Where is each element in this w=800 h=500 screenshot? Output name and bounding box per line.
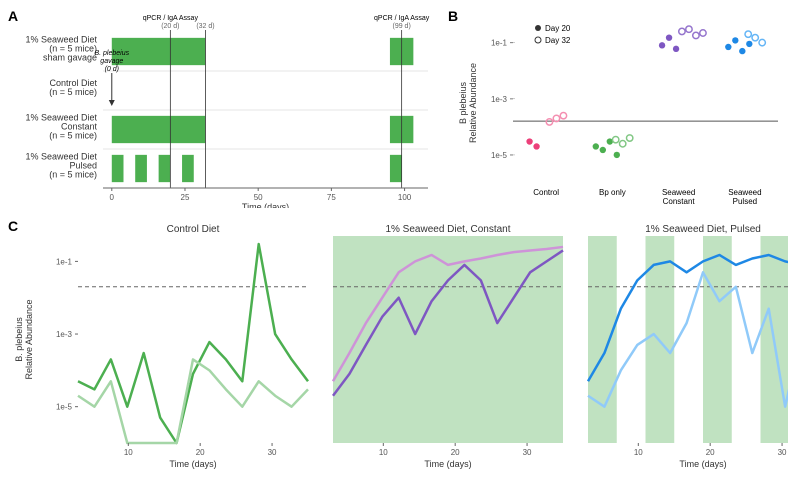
event-label: qPCR / IgA Assay — [143, 15, 199, 22]
data-point-filled — [526, 138, 532, 144]
x-tick-label: 50 — [254, 193, 263, 202]
event-label: qPCR / IgA Assay — [374, 15, 430, 22]
x-tick-label: 25 — [181, 193, 190, 202]
y-tick-label: 1e-5 — [56, 403, 73, 412]
legend-marker-open — [535, 37, 541, 43]
subplot-title: 1% Seaweed Diet, Pulsed — [645, 224, 761, 235]
data-point-filled — [725, 44, 731, 50]
y-tick-label: 1e-3 — [491, 95, 508, 104]
data-point-open — [612, 136, 618, 142]
data-point-open — [752, 34, 758, 40]
data-point-filled — [600, 147, 606, 153]
x-tick-label: 75 — [327, 193, 336, 202]
diet-bg-pulse — [703, 236, 732, 443]
subplot-title: Control Diet — [167, 224, 220, 235]
trace-line — [588, 272, 788, 406]
y-tick-label: 1e-1 — [56, 257, 73, 266]
data-point-filled — [666, 34, 672, 40]
data-point-open — [693, 32, 699, 38]
y-axis-label: B plebeius — [458, 81, 468, 124]
data-point-filled — [673, 46, 679, 52]
diet-bar — [390, 155, 402, 182]
diet-bg — [333, 236, 563, 443]
x-tick-label: 0 — [110, 193, 115, 202]
panel-c-label: C — [8, 218, 18, 234]
gavage-label: (0 d) — [105, 66, 119, 73]
x-tick-label: 10 — [124, 448, 133, 457]
legend-label: Day 32 — [545, 36, 571, 45]
x-axis-label: Time (days) — [424, 459, 471, 469]
y-tick-label: 1e-1 — [491, 39, 508, 48]
diet-bar — [112, 155, 124, 182]
legend-marker-filled — [535, 25, 541, 31]
diet-bar — [159, 155, 171, 182]
panel-b-svg: 1e-1 1e-3 1e-5 B plebeiusRelative Abundance… — [448, 8, 788, 208]
x-tick-label: 30 — [523, 448, 532, 457]
x-axis-label: Time (days) — [169, 459, 216, 469]
trace-line — [78, 244, 308, 443]
legend-label: Day 20 — [545, 24, 571, 33]
gavage-arrowhead — [109, 100, 115, 106]
diet-bar — [112, 116, 206, 143]
x-tick-label: 10 — [634, 448, 643, 457]
diet-bar — [135, 155, 147, 182]
panel-b: B 1e-1 1e-3 1e-5 B plebeiusRelative Abundan… — [448, 8, 788, 208]
group-label: Seaweed — [662, 188, 695, 197]
group-label: Pulsed — [733, 197, 757, 206]
x-tick-label: 20 — [451, 448, 460, 457]
x-tick-label: 20 — [196, 448, 205, 457]
group-label: Constant — [663, 197, 696, 206]
y-axis-label: Relative Abundance — [468, 63, 478, 143]
data-point-filled — [614, 152, 620, 158]
data-point-filled — [593, 143, 599, 149]
data-point-open — [759, 39, 765, 45]
group-label: Bp only — [599, 188, 626, 197]
y-tick-label: 1e-3 — [56, 330, 73, 339]
panel-c-svg: B. plebeiusRelative Abundance Control Die… — [8, 218, 788, 478]
group-label: (n = 5 mice) — [49, 131, 97, 141]
y-axis-label: Relative Abundance — [24, 299, 34, 379]
event-sublabel: (32 d) — [196, 23, 214, 30]
data-point-open — [700, 30, 706, 36]
group-label: Seaweed — [728, 188, 761, 197]
x-tick-label: 10 — [379, 448, 388, 457]
panel-a-label: A — [8, 8, 18, 24]
panel-b-label: B — [448, 8, 458, 24]
event-sublabel: (20 d) — [161, 23, 179, 30]
data-point-filled — [659, 42, 665, 48]
panel-a: A 1% Seaweed Diet(n = 5 mice)sham gavage… — [8, 8, 438, 208]
x-tick-label: 30 — [778, 448, 787, 457]
gavage-label: B. plebeius — [94, 50, 129, 57]
gavage-label: gavage — [100, 58, 123, 65]
x-axis-label: Time (days) — [679, 459, 726, 469]
data-point-open — [560, 112, 566, 118]
x-axis-label: Time (days) — [242, 202, 289, 208]
data-point-open — [686, 26, 692, 32]
data-point-filled — [739, 48, 745, 54]
diet-bar — [182, 155, 194, 182]
y-axis-label: B. plebeius — [14, 317, 24, 362]
x-tick-label: 100 — [398, 193, 412, 202]
y-tick-label: 1e-5 — [491, 151, 508, 160]
group-label: sham gavage — [43, 53, 97, 63]
data-point-open — [626, 135, 632, 141]
figure-container: A 1% Seaweed Diet(n = 5 mice)sham gavage… — [8, 8, 792, 478]
data-point-open — [745, 31, 751, 37]
group-label: (n = 5 mice) — [49, 170, 97, 180]
x-tick-label: 20 — [706, 448, 715, 457]
x-tick-label: 30 — [268, 448, 277, 457]
data-point-open — [679, 28, 685, 34]
data-point-filled — [732, 37, 738, 43]
diet-bg-pulse — [588, 236, 617, 443]
data-point-open — [619, 141, 625, 147]
data-point-filled — [533, 143, 539, 149]
data-point-open — [546, 119, 552, 125]
data-point-filled — [746, 41, 752, 47]
event-sublabel: (99 d) — [393, 23, 411, 30]
panel-a-svg: 1% Seaweed Diet(n = 5 mice)sham gavageCo… — [8, 8, 438, 208]
panel-c: C B. plebeiusRelative Abundance Control D… — [8, 218, 788, 478]
group-label: Control — [533, 188, 559, 197]
subplot-title: 1% Seaweed Diet, Constant — [385, 224, 510, 235]
group-label: (n = 5 mice) — [49, 87, 97, 97]
